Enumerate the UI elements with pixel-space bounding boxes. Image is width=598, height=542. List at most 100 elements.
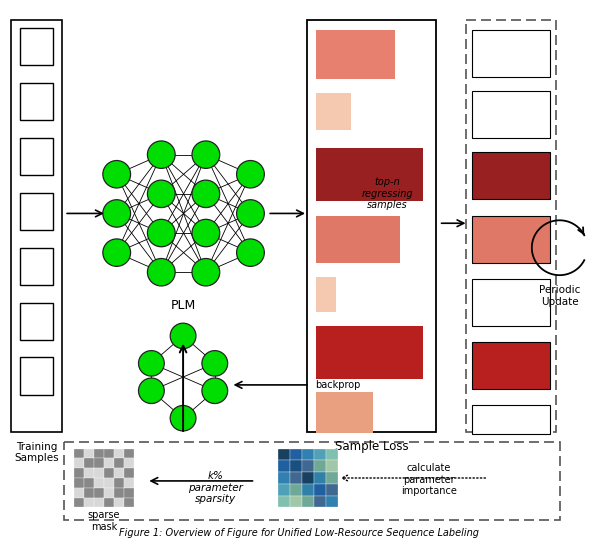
Bar [74, 449, 84, 459]
Bar [84, 459, 94, 468]
Circle shape [148, 141, 175, 169]
Bar [104, 459, 114, 468]
Bar [114, 449, 124, 459]
Bar [316, 148, 423, 201]
Circle shape [192, 180, 219, 208]
Circle shape [148, 259, 175, 286]
Bar [20, 358, 53, 395]
Bar [302, 495, 314, 507]
Circle shape [192, 141, 219, 169]
Bar [326, 484, 338, 495]
Text: sparse
mask: sparse mask [87, 511, 120, 532]
Bar [472, 216, 550, 263]
Text: Periodic
Update: Periodic Update [539, 285, 580, 307]
Bar [472, 279, 550, 326]
Bar [302, 460, 314, 472]
Text: backprop: backprop [315, 380, 360, 390]
Bar [316, 392, 373, 433]
Bar [20, 138, 53, 175]
Bar [278, 484, 290, 495]
Bar [84, 468, 94, 478]
Bar [326, 495, 338, 507]
Bar [11, 21, 62, 432]
Circle shape [202, 351, 228, 376]
Bar [104, 449, 114, 459]
Bar [124, 459, 133, 468]
Bar [94, 478, 104, 488]
Bar [94, 498, 104, 507]
Text: calculate
parameter
importance: calculate parameter importance [401, 463, 457, 496]
Bar [20, 248, 53, 285]
Circle shape [170, 323, 196, 349]
Bar [316, 93, 350, 130]
Circle shape [103, 239, 130, 266]
Bar [466, 21, 556, 432]
Bar [20, 28, 53, 66]
Bar [104, 488, 114, 498]
Bar [94, 488, 104, 498]
Bar [74, 478, 84, 488]
Bar [104, 478, 114, 488]
Bar [316, 326, 423, 379]
Bar [124, 478, 133, 488]
Circle shape [237, 160, 264, 188]
Bar [290, 472, 302, 484]
Bar [307, 21, 436, 432]
Bar [290, 495, 302, 507]
Bar [20, 83, 53, 120]
Circle shape [192, 259, 219, 286]
Bar [114, 488, 124, 498]
Bar [472, 404, 550, 434]
Bar [314, 495, 326, 507]
Bar [114, 478, 124, 488]
Bar [20, 193, 53, 230]
Bar [114, 468, 124, 478]
Bar [84, 488, 94, 498]
Bar [326, 449, 338, 460]
Bar [326, 460, 338, 472]
Bar [84, 478, 94, 488]
Bar [104, 468, 114, 478]
Text: Figure 1: Overview of Figure for Unified Low-Resource Sequence Labeling: Figure 1: Overview of Figure for Unified… [119, 528, 479, 538]
Bar [74, 459, 84, 468]
Bar [302, 472, 314, 484]
Bar [64, 442, 560, 520]
Bar [74, 498, 84, 507]
Bar [316, 277, 335, 312]
Bar [472, 91, 550, 138]
Text: Sample Loss: Sample Loss [334, 440, 408, 453]
Bar [316, 30, 395, 79]
Text: Training
Samples: Training Samples [14, 442, 59, 463]
Circle shape [237, 199, 264, 227]
Bar [278, 472, 290, 484]
Circle shape [170, 405, 196, 431]
Bar [104, 498, 114, 507]
Bar [314, 449, 326, 460]
Text: k%
parameter
sparsity: k% parameter sparsity [188, 471, 243, 505]
Bar [84, 498, 94, 507]
Bar [290, 484, 302, 495]
Bar [314, 472, 326, 484]
Bar [326, 472, 338, 484]
Bar [114, 498, 124, 507]
Bar [94, 459, 104, 468]
Bar [124, 468, 133, 478]
Bar [302, 484, 314, 495]
Bar [314, 484, 326, 495]
Circle shape [192, 220, 219, 247]
Circle shape [103, 199, 130, 227]
Bar [278, 495, 290, 507]
Circle shape [202, 378, 228, 404]
Bar [472, 30, 550, 78]
Text: top-n
regressing
samples: top-n regressing samples [361, 177, 413, 210]
Bar [278, 449, 290, 460]
Bar [316, 216, 400, 263]
Text: PLM: PLM [170, 299, 196, 312]
Circle shape [103, 160, 130, 188]
Bar [314, 460, 326, 472]
Bar [278, 460, 290, 472]
Bar [472, 152, 550, 199]
Circle shape [237, 239, 264, 266]
Bar [472, 342, 550, 389]
Bar [94, 449, 104, 459]
